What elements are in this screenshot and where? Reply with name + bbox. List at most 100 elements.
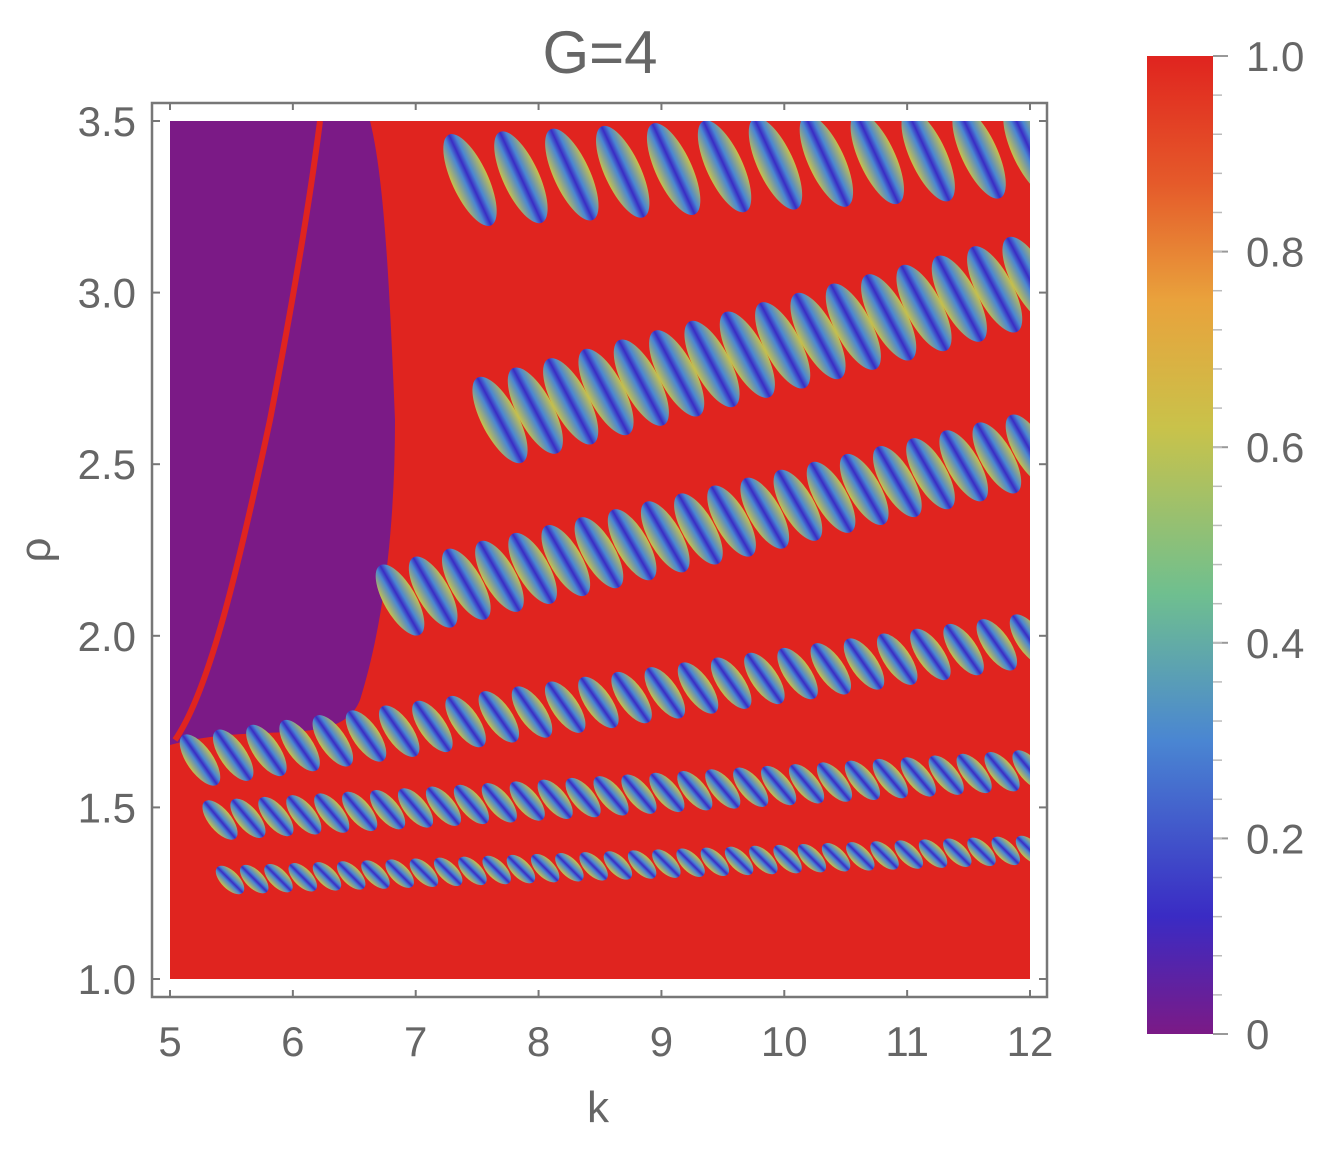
heatmap-blob-group [179, 121, 1030, 895]
heatmap-blob [991, 836, 1020, 866]
y-axis: 1.0 1.5 2.0 2.5 3.0 3.5 [78, 98, 1047, 1003]
heatmap-blob [872, 758, 908, 799]
heatmap-blob [644, 667, 686, 719]
heatmap-blob [530, 853, 560, 883]
heatmap-blob [478, 691, 520, 743]
heatmap-blob [910, 628, 951, 681]
x-tick-label: 8 [527, 1018, 550, 1065]
heatmap-blob [1002, 236, 1030, 324]
heatmap-blob [928, 755, 964, 795]
heatmap-blob [408, 556, 458, 628]
heatmap-blob [202, 800, 238, 840]
heatmap-blob [844, 760, 880, 801]
heatmap-blob [336, 861, 366, 890]
heatmap-blob [409, 858, 439, 887]
heatmap-blob [652, 849, 681, 878]
y-axis-label: ρ [11, 537, 60, 562]
heatmap-blob [443, 134, 497, 226]
heatmap-blob [565, 777, 601, 818]
heatmap-blob [215, 865, 245, 895]
plot-frame [150, 101, 1049, 999]
heatmap-blob [790, 292, 846, 380]
x-tick-label: 6 [281, 1018, 304, 1065]
heatmap-blob [246, 724, 287, 777]
heatmap-blob [578, 676, 619, 729]
y-tick-label: 1.5 [78, 784, 136, 831]
heatmap-blob [506, 854, 536, 884]
heatmap-ridge [172, 121, 323, 742]
heatmap-blob [952, 121, 1006, 199]
heatmap-blob [646, 123, 701, 216]
x-tick-label: 10 [761, 1018, 808, 1065]
heatmap-blob [846, 842, 875, 871]
heatmap-blob [1012, 750, 1030, 790]
heatmap-blob [719, 311, 775, 398]
heatmap-blob [931, 255, 987, 342]
heatmap-blob [710, 657, 752, 709]
heatmap-blob [453, 784, 489, 825]
x-tick-label: 7 [404, 1018, 427, 1065]
heatmap-blob [821, 843, 851, 872]
heatmap-blob [939, 430, 989, 502]
heatmap-blob [475, 540, 524, 612]
heatmap-blob [511, 686, 553, 738]
heatmap-blob [445, 695, 486, 748]
heatmap-blob [816, 762, 853, 802]
colorbar-tick-label: 0.6 [1246, 424, 1304, 471]
heatmap-blob [649, 330, 705, 417]
heatmap-blob [748, 121, 803, 210]
heatmap-blob [1009, 614, 1030, 666]
heatmap-blob [697, 121, 752, 213]
heatmap-blob [976, 619, 1018, 671]
heatmap-blob [579, 852, 608, 881]
heatmap-blob [797, 843, 827, 873]
heatmap-blob [482, 855, 511, 885]
heatmap-blob [607, 509, 657, 581]
heatmap-blob [543, 358, 599, 445]
heatmap-blob [733, 767, 769, 807]
heatmap-blob [749, 845, 778, 875]
colorbar-axis: 0 0.2 0.4 0.6 0.8 1.0 [1213, 33, 1304, 1058]
heatmap-blob [676, 848, 705, 877]
heatmap-blob [286, 795, 322, 835]
heatmap-blob [700, 847, 730, 877]
x-tick-label: 9 [650, 1018, 673, 1065]
heatmap-blob [472, 376, 528, 464]
x-tick-label: 5 [158, 1018, 181, 1065]
heatmap-blob [258, 796, 294, 837]
colorbar [1147, 56, 1213, 1034]
heatmap-blob [240, 864, 269, 894]
heatmap-blob [773, 844, 802, 874]
heatmap-blob [375, 564, 425, 636]
heatmap-blob [578, 348, 634, 436]
heatmap-blob [810, 643, 852, 695]
heatmap-blob [788, 764, 825, 804]
heatmap-blob [943, 838, 972, 867]
heatmap-blob [677, 770, 713, 811]
heatmap-blob [906, 438, 955, 510]
heatmap-blob [806, 461, 856, 533]
heatmap-blob [555, 853, 584, 882]
heatmap-blob [825, 283, 881, 370]
heatmap-area [170, 121, 1030, 979]
heatmap-blob [900, 757, 936, 797]
heatmap-blob [481, 783, 517, 823]
heatmap-blob [596, 125, 650, 218]
heatmap-blob [870, 841, 899, 870]
heatmap-blob [425, 786, 462, 826]
heatmap-blob [674, 493, 723, 565]
heatmap-blob [861, 274, 917, 361]
heatmap-blob [412, 700, 453, 753]
x-tick-label: 12 [1007, 1018, 1054, 1065]
heatmap-blob [544, 681, 586, 733]
colorbar-tick-label: 0.2 [1246, 815, 1304, 862]
heatmap-blob [441, 548, 491, 620]
heatmap-blob [378, 705, 420, 757]
heatmap-blob [593, 776, 629, 816]
heatmap-blob [537, 779, 573, 820]
heatmap-blob [850, 121, 904, 205]
x-tick-label: 11 [885, 1018, 929, 1065]
heatmap-blob [345, 710, 387, 762]
heatmap-blob [507, 367, 563, 454]
heatmap-blob [611, 671, 652, 724]
